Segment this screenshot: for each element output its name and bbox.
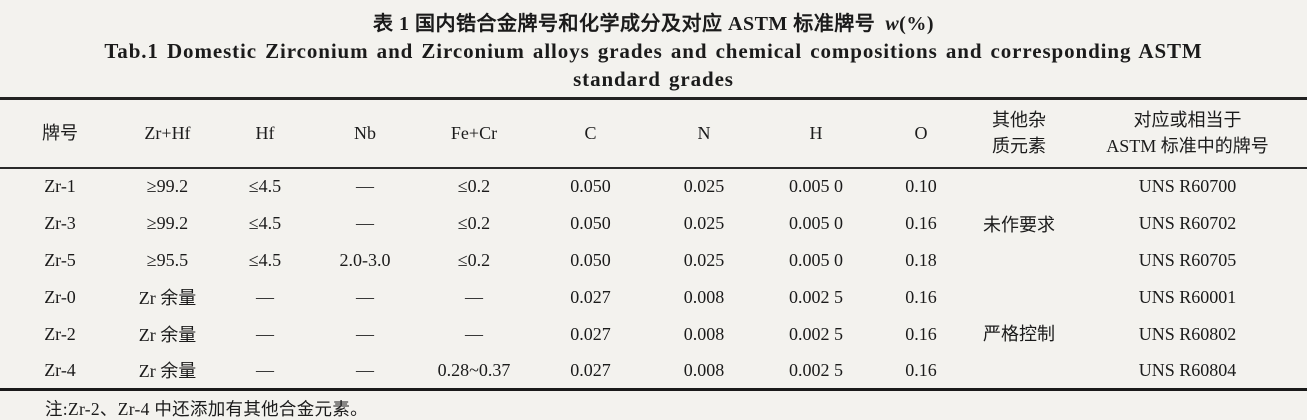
- caption-english-line2: standard grades: [573, 67, 734, 91]
- cell-c: 0.050: [570, 249, 611, 270]
- cell-zr-hf: ≥99.2: [146, 176, 189, 196]
- cell-nb: —: [356, 323, 374, 344]
- cell-zr-hf: ≥99.2: [146, 212, 189, 233]
- cell-c: 0.027: [570, 359, 611, 380]
- cell-fe-cr: —: [465, 323, 483, 344]
- cell-n: 0.025: [683, 176, 725, 196]
- cell-hf: —: [256, 359, 274, 380]
- cell-zr-hf: Zr 余量: [138, 288, 197, 308]
- cell-n: 0.008: [683, 359, 725, 380]
- cell-o: 0.16: [905, 212, 937, 233]
- cell-astm: UNS R60700: [1138, 176, 1237, 196]
- table-row-zr-1: Zr-1 ≥99.2 ≤4.5 — ≤0.2 0.050 0.025 0.005…: [0, 168, 1307, 235]
- cell-astm: UNS R60001: [1138, 286, 1237, 307]
- cell-nb: —: [356, 359, 374, 380]
- cell-astm: UNS R60804: [1138, 359, 1237, 380]
- cell-fe-cr: ≤0.2: [457, 212, 491, 233]
- col-header-impurity: 其他杂 质元素: [970, 98, 1068, 169]
- cell-grade: Zr-0: [44, 286, 76, 307]
- cell-o: 0.16: [905, 359, 937, 380]
- caption-unit: w(%): [885, 13, 934, 35]
- cell-o: 0.16: [905, 286, 937, 307]
- col-header-nb: Nb: [315, 98, 415, 169]
- cell-nb: —: [356, 176, 374, 196]
- cell-c: 0.050: [570, 176, 611, 196]
- cell-c: 0.050: [570, 212, 611, 233]
- col-header-c: C: [533, 98, 648, 169]
- table-footnote: 注:Zr-2、Zr-4 中还添加有其他合金元素。: [45, 399, 368, 419]
- cell-astm: UNS R60702: [1138, 212, 1237, 233]
- composition-table: 牌号 Zr+Hf Hf Nb Fe+Cr C N H O 其他杂 质元素 对应或…: [0, 97, 1307, 391]
- cell-impurity-group-2: 严格控制: [983, 324, 1055, 345]
- col-header-grade: 牌号: [0, 98, 120, 169]
- col-header-impurity-line1: 其他杂: [992, 110, 1046, 131]
- cell-grade: Zr-3: [44, 212, 76, 233]
- col-header-fe-cr: Fe+Cr: [415, 98, 533, 169]
- table-row-zr-0: Zr-0 Zr 余量 — — — 0.027 0.008 0.002 5 0.1…: [0, 279, 1307, 345]
- cell-h: 0.005 0: [789, 212, 843, 233]
- caption-english-line1: Tab.1 Domestic Zirconium and Zirconium a…: [104, 39, 1203, 63]
- cell-h: 0.002 5: [789, 286, 843, 307]
- table-row-zr-3: Zr-3 ≥99.2 ≤4.5 — ≤0.2 0.050 0.025 0.005…: [0, 205, 1307, 242]
- cell-nb: 2.0-3.0: [339, 249, 391, 270]
- header-row: 牌号 Zr+Hf Hf Nb Fe+Cr C N H O 其他杂 质元素 对应或…: [0, 98, 1307, 169]
- cell-h: 0.002 5: [789, 359, 843, 380]
- cell-fe-cr: ≤0.2: [457, 176, 491, 196]
- table-row-zr-4: Zr-4 Zr 余量 — — 0.28~0.37 0.027 0.008 0.0…: [0, 353, 1307, 390]
- cell-n: 0.025: [683, 249, 725, 270]
- cell-n: 0.008: [683, 323, 725, 344]
- cell-hf: —: [256, 323, 274, 344]
- cell-nb: —: [356, 286, 374, 307]
- cell-grade: Zr-4: [44, 359, 76, 380]
- caption-chinese-text: 表 1 国内锆合金牌号和化学成分及对应 ASTM 标准牌号: [373, 13, 876, 35]
- cell-o: 0.10: [905, 176, 937, 196]
- cell-hf: ≤4.5: [248, 176, 282, 196]
- cell-o: 0.16: [905, 323, 937, 344]
- col-header-hf: Hf: [215, 98, 315, 169]
- table-row-zr-2: Zr-2 Zr 余量 — — — 0.027 0.008 0.002 5 0.1…: [0, 316, 1307, 353]
- cell-astm: UNS R60705: [1138, 249, 1237, 270]
- col-header-zr-hf: Zr+Hf: [120, 98, 215, 169]
- col-header-astm-line1: 对应或相当于: [1133, 110, 1242, 131]
- cell-hf: —: [256, 286, 274, 307]
- cell-c: 0.027: [570, 323, 611, 344]
- cell-fe-cr: ≤0.2: [457, 249, 491, 270]
- cell-grade: Zr-5: [44, 249, 76, 270]
- cell-o: 0.18: [905, 249, 937, 270]
- cell-zr-hf: Zr 余量: [138, 361, 197, 382]
- caption-unit-paren: (%): [899, 13, 934, 35]
- cell-h: 0.002 5: [789, 323, 843, 344]
- col-header-impurity-line2: 质元素: [992, 136, 1046, 157]
- cell-hf: ≤4.5: [248, 249, 282, 270]
- cell-hf: ≤4.5: [248, 212, 282, 233]
- cell-grade: Zr-2: [44, 323, 76, 344]
- col-header-n: N: [648, 98, 760, 169]
- caption-unit-symbol: w: [885, 13, 900, 35]
- cell-nb: —: [356, 212, 374, 233]
- cell-fe-cr: 0.28~0.37: [437, 359, 511, 380]
- table-row-zr-5: Zr-5 ≥95.5 ≤4.5 2.0-3.0 ≤0.2 0.050 0.025…: [0, 242, 1307, 279]
- cell-zr-hf: ≥95.5: [146, 249, 189, 270]
- table-caption: 表 1 国内锆合金牌号和化学成分及对应 ASTM 标准牌号 w(%) Tab.1 …: [0, 0, 1307, 92]
- cell-n: 0.025: [683, 212, 725, 233]
- col-header-o: O: [872, 98, 970, 169]
- cell-h: 0.005 0: [789, 249, 843, 270]
- col-header-astm-line2: ASTM 标准中的牌号: [1106, 136, 1269, 157]
- cell-n: 0.008: [683, 286, 725, 307]
- col-header-h: H: [760, 98, 872, 169]
- cell-impurity-group-1: 未作要求: [983, 214, 1055, 235]
- cell-astm: UNS R60802: [1138, 323, 1237, 344]
- cell-c: 0.027: [570, 286, 611, 307]
- col-header-astm: 对应或相当于 ASTM 标准中的牌号: [1068, 98, 1307, 169]
- cell-zr-hf: Zr 余量: [138, 325, 197, 345]
- cell-h: 0.005 0: [789, 176, 843, 196]
- caption-chinese: 表 1 国内锆合金牌号和化学成分及对应 ASTM 标准牌号 w(%): [0, 7, 1307, 36]
- cell-fe-cr: —: [465, 286, 483, 307]
- cell-grade: Zr-1: [44, 176, 76, 196]
